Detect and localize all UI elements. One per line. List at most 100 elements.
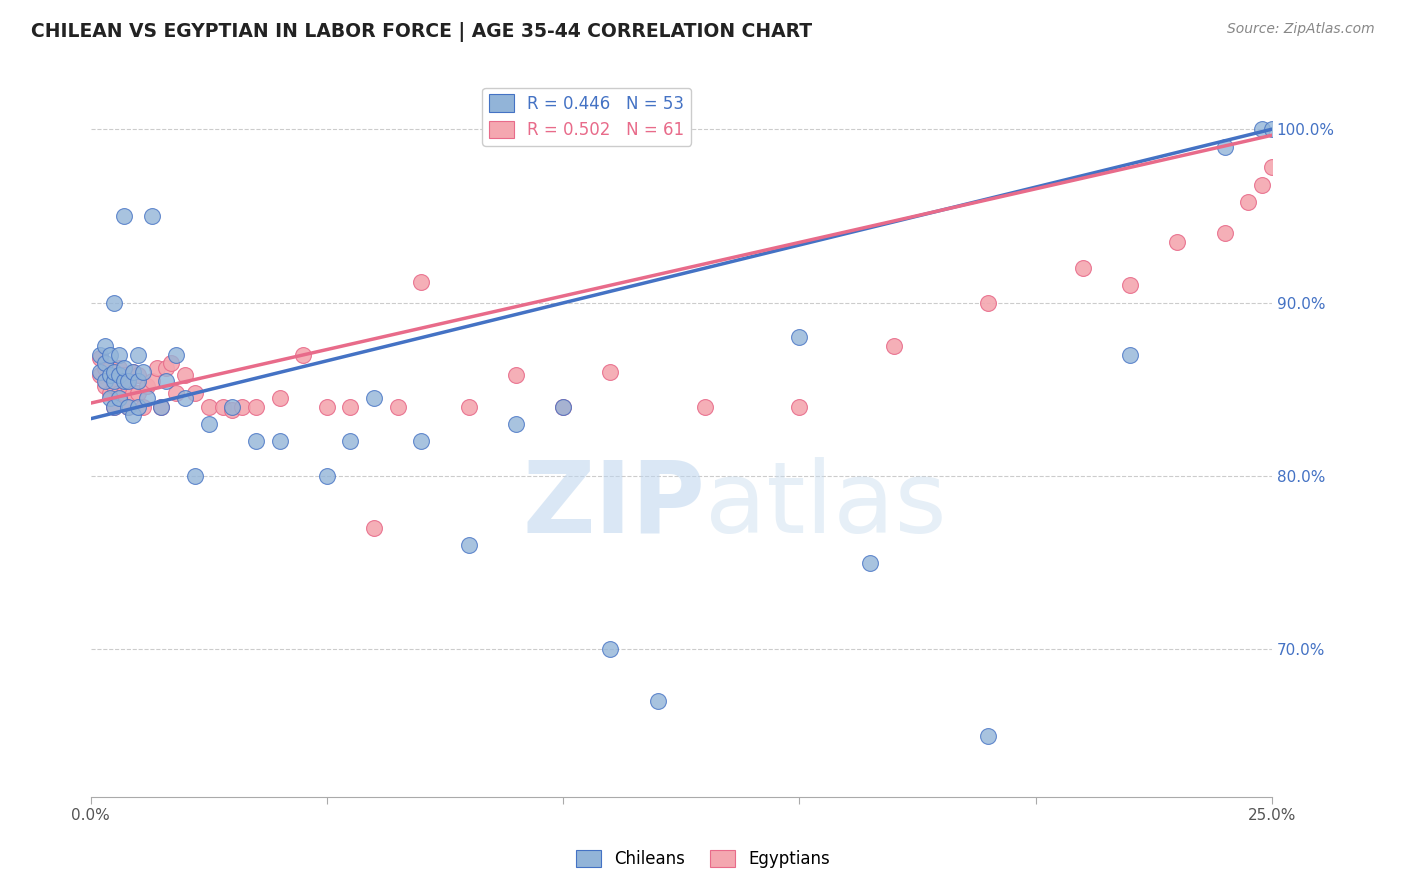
Point: [112, 361, 135, 376]
Point: [145, 361, 167, 376]
Point: [1213, 139, 1236, 153]
Point: [141, 209, 163, 223]
Point: [1331, 126, 1354, 140]
Point: [94, 361, 117, 376]
Point: [160, 356, 183, 370]
Point: [117, 400, 139, 414]
Point: [599, 642, 621, 657]
Point: [1261, 161, 1284, 175]
Point: [1237, 194, 1260, 209]
Legend: R = 0.446   N = 53, R = 0.502   N = 61: R = 0.446 N = 53, R = 0.502 N = 61: [482, 87, 692, 145]
Point: [457, 400, 479, 414]
Point: [112, 368, 135, 383]
Point: [127, 400, 149, 414]
Point: [150, 400, 173, 414]
Point: [155, 374, 177, 388]
Point: [315, 400, 337, 414]
Point: [112, 385, 135, 400]
Point: [221, 400, 243, 414]
Point: [363, 391, 385, 405]
Point: [339, 434, 361, 449]
Point: [411, 434, 433, 449]
Point: [103, 365, 125, 379]
Point: [789, 400, 811, 414]
Point: [98, 391, 121, 405]
Point: [553, 400, 575, 414]
Point: [89, 368, 111, 383]
Point: [103, 400, 125, 414]
Point: [98, 348, 121, 362]
Point: [89, 351, 111, 365]
Point: [1213, 226, 1236, 240]
Point: [112, 374, 135, 388]
Point: [117, 400, 139, 414]
Point: [94, 374, 117, 388]
Point: [94, 378, 117, 392]
Point: [136, 391, 159, 405]
Point: [174, 391, 197, 405]
Point: [165, 385, 187, 400]
Point: [212, 400, 235, 414]
Point: [98, 368, 121, 383]
Point: [977, 729, 1000, 743]
Point: [94, 356, 117, 370]
Point: [122, 365, 145, 379]
Point: [1251, 122, 1274, 136]
Point: [103, 378, 125, 392]
Point: [131, 365, 153, 379]
Point: [117, 374, 139, 388]
Point: [108, 391, 131, 405]
Point: [131, 400, 153, 414]
Point: [1308, 136, 1330, 150]
Point: [1071, 260, 1094, 275]
Point: [117, 378, 139, 392]
Point: [269, 434, 291, 449]
Legend: Chileans, Egyptians: Chileans, Egyptians: [569, 843, 837, 875]
Text: atlas: atlas: [704, 457, 946, 554]
Point: [183, 469, 205, 483]
Point: [197, 417, 219, 431]
Point: [174, 368, 197, 383]
Point: [141, 374, 163, 388]
Point: [127, 385, 149, 400]
Point: [127, 348, 149, 362]
Point: [411, 275, 433, 289]
Point: [127, 374, 149, 388]
Point: [103, 295, 125, 310]
Text: ZIP: ZIP: [522, 457, 704, 554]
Point: [457, 538, 479, 552]
Point: [387, 400, 409, 414]
Point: [127, 368, 149, 383]
Point: [315, 469, 337, 483]
Point: [505, 417, 527, 431]
Point: [339, 400, 361, 414]
Point: [231, 400, 253, 414]
Point: [122, 409, 145, 423]
Point: [269, 391, 291, 405]
Point: [505, 368, 527, 383]
Point: [108, 368, 131, 383]
Point: [122, 385, 145, 400]
Point: [245, 434, 267, 449]
Point: [103, 400, 125, 414]
Point: [136, 378, 159, 392]
Point: [1270, 153, 1292, 168]
Point: [112, 209, 135, 223]
Point: [197, 400, 219, 414]
Point: [363, 521, 385, 535]
Point: [647, 694, 669, 708]
Point: [1251, 178, 1274, 192]
Point: [122, 365, 145, 379]
Point: [94, 339, 117, 353]
Point: [108, 385, 131, 400]
Point: [98, 385, 121, 400]
Point: [1317, 131, 1340, 145]
Point: [789, 330, 811, 344]
Point: [183, 385, 205, 400]
Point: [221, 403, 243, 417]
Point: [693, 400, 716, 414]
Point: [859, 556, 882, 570]
Point: [103, 374, 125, 388]
Point: [165, 348, 187, 362]
Point: [245, 400, 267, 414]
